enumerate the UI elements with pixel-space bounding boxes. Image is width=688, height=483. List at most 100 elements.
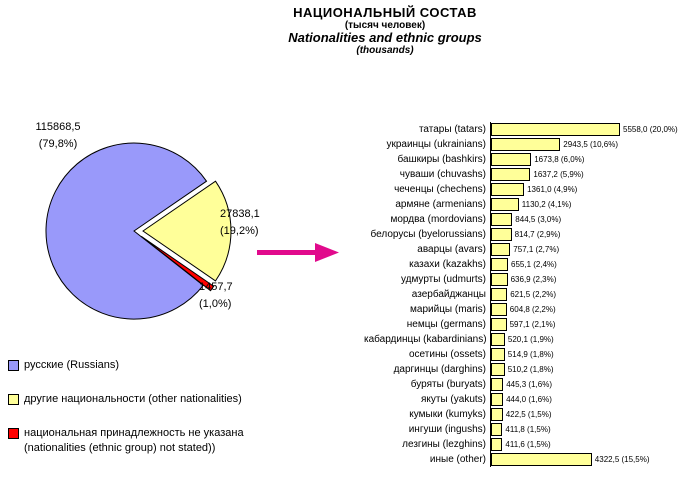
bar-category-label: чеченцы (chechens) [394,184,486,195]
legend-swatch-russians [8,360,19,371]
bar [491,138,561,151]
bar [491,408,503,421]
bar [491,333,505,346]
bar-plot-area: 514,9 (1,8%) [490,347,554,362]
bar-plot-area: 411,6 (1,5%) [490,437,551,452]
bar-category-label: даргинцы (darghins) [393,364,486,375]
bar-row: кабардинцы (kabardinians) 520,1 (1,9%) [364,332,678,347]
bar-category-label: кумыки (kumyks) [409,409,486,420]
pie-label-russians: 115868,5 (79,8%) [8,119,108,153]
bar-value-label: 655,1 (2,4%) [511,260,557,269]
bar [491,123,620,136]
bar-value-label: 1637,2 (5,9%) [533,170,584,179]
legend-swatch-not-stated [8,428,19,439]
pie-slice-not-stated [140,235,215,292]
bar-row: удмурты (udmurts) 636,9 (2,3%) [364,272,678,287]
bar-category-label: буряты (buryats) [410,379,486,390]
bar [491,273,508,286]
bar-row: азербайджанцы 621,5 (2,2%) [364,287,678,302]
bar-category-label: кабардинцы (kabardinians) [364,334,487,345]
bar-row: якуты (yakuts) 444,0 (1,6%) [364,392,678,407]
bar-value-label: 1361,0 (4,9%) [527,185,578,194]
bar-row: даргинцы (darghins) 510,2 (1,8%) [364,362,678,377]
right-arrow-icon [257,243,339,262]
bar-category-label: марийцы (maris) [410,304,486,315]
bar-row: казахи (kazakhs) 655,1 (2,4%) [364,257,678,272]
pie-label-others-pct: (19,2%) [220,225,259,237]
bar-plot-area: 444,0 (1,6%) [490,392,552,407]
bar-plot-area: 621,5 (2,2%) [490,287,556,302]
bar [491,153,532,166]
bar-value-label: 422,5 (1,5%) [505,410,552,419]
bar [491,393,504,406]
bar-category-label: казахи (kazakhs) [409,259,486,270]
bar [491,318,507,331]
pie-slice-russians [45,142,208,320]
bar-category-label: удмурты (udmurts) [400,274,486,285]
bar [491,348,505,361]
bar-row: чеченцы (chechens) 1361,0 (4,9%) [364,182,678,197]
bar-value-label: 514,9 (1,8%) [507,350,554,359]
bar-chart: татары (tatars) 5558,0 (20,0%) украинцы (u… [364,122,678,467]
bar-category-label: осетины (ossets) [408,349,486,360]
bar [491,183,525,196]
bar [491,198,519,211]
bar-category-label: немцы (germans) [406,319,486,330]
title-russian: НАЦИОНАЛЬНЫЙ СОСТАВ [293,5,477,20]
bar-category-label: армяне (armenians) [395,199,486,210]
bar-row: белорусы (byelorussians) 814,7 (2,9%) [364,227,678,242]
bar [491,423,503,436]
bar-plot-area: 1673,8 (6,0%) [490,152,584,167]
bar-value-label: 411,8 (1,5%) [505,425,551,434]
bar-value-label: 814,7 (2,9%) [514,230,561,239]
bar-value-label: 411,6 (1,5%) [505,440,551,449]
bar-value-label: 604,8 (2,2%) [509,305,556,314]
pie-label-russians-pct: (79,8%) [38,138,78,150]
bar-row: башкиры (bashkirs) 1673,8 (6,0%) [364,152,678,167]
bar-category-label: аварцы (avars) [417,244,486,255]
chart-title-block: НАЦИОНАЛЬНЫЙ СОСТАВ (тысяч человек) Nati… [225,6,545,57]
legend-item-others: другие национальности (other nationaliti… [8,392,280,407]
bar-value-label: 844,5 (3,0%) [515,215,562,224]
bar-plot-area: 655,1 (2,4%) [490,257,557,272]
bar-value-label: 445,3 (1,6%) [506,380,552,389]
legend-label-others: другие национальности (other nationaliti… [24,393,242,405]
bar-plot-area: 4322,5 (15,5%) [490,452,650,467]
subtitle-russian: (тысяч человек) [344,20,426,31]
bar-plot-area: 757,1 (2,7%) [490,242,559,257]
bar-plot-area: 597,1 (2,1%) [490,317,555,332]
pie-chart [45,142,232,320]
bar-category-label: иные (other) [429,454,486,465]
bar-row: украинцы (ukrainians) 2943,5 (10,6%) [364,137,678,152]
bar-plot-area: 2943,5 (10,6%) [490,137,618,152]
bar-row: лезгины (lezghins) 411,6 (1,5%) [364,437,678,452]
pie-label-not-stated-value: 1457,7 [199,281,233,293]
bar-value-label: 1673,8 (6,0%) [534,155,585,164]
bar-row: мордва (mordovians) 844,5 (3,0%) [364,212,678,227]
bar-value-label: 636,9 (2,3%) [510,275,557,284]
bar-value-label: 597,1 (2,1%) [509,320,556,329]
bar [491,303,507,316]
bar-row: аварцы (avars) 757,1 (2,7%) [364,242,678,257]
bar-value-label: 520,1 (1,9%) [507,335,554,344]
bar-category-label: ингуши (ingushs) [408,424,486,435]
bar-row: осетины (ossets) 514,9 (1,8%) [364,347,678,362]
legend-swatch-others [8,394,19,405]
bar-value-label: 4322,5 (15,5%) [594,455,650,464]
bar-value-label: 621,5 (2,2%) [510,290,556,299]
bar-plot-area: 445,3 (1,6%) [490,377,552,392]
bar-value-label: 510,2 (1,8%) [507,365,554,374]
bar-category-label: лезгины (lezghins) [402,439,486,450]
bar [491,378,504,391]
bar [491,243,511,256]
bar-plot-area: 520,1 (1,9%) [490,332,554,347]
bar-category-label: башкиры (bashkirs) [397,154,486,165]
bar-plot-area: 844,5 (3,0%) [490,212,561,227]
bar-value-label: 1130,2 (4,1%) [521,200,572,209]
bar [491,363,505,376]
bar-row: кумыки (kumyks) 422,5 (1,5%) [364,407,678,422]
bar-plot-area: 422,5 (1,5%) [490,407,552,422]
legend-label-not-stated: национальная принадлежность не указана (… [24,427,244,454]
pie-label-others: 27838,1 (19,2%) [220,206,310,240]
